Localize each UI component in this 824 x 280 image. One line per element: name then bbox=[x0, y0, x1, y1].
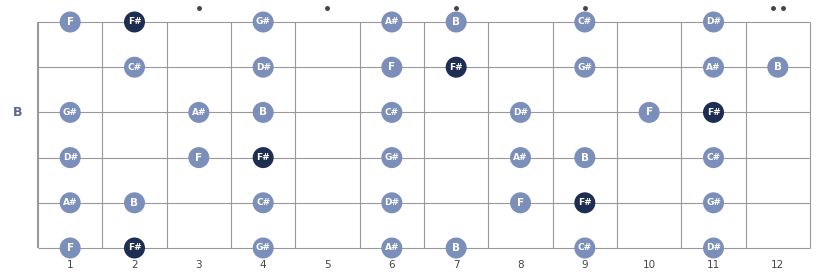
Circle shape bbox=[446, 11, 466, 32]
Text: 3: 3 bbox=[195, 260, 202, 270]
Circle shape bbox=[124, 237, 145, 258]
Text: G#: G# bbox=[384, 153, 400, 162]
Circle shape bbox=[59, 11, 81, 32]
Circle shape bbox=[639, 102, 660, 123]
Circle shape bbox=[124, 57, 145, 78]
Circle shape bbox=[510, 147, 531, 168]
Text: A#: A# bbox=[192, 108, 206, 117]
Text: D#: D# bbox=[706, 17, 721, 27]
Circle shape bbox=[574, 57, 595, 78]
Circle shape bbox=[510, 102, 531, 123]
Text: F: F bbox=[517, 198, 524, 208]
Circle shape bbox=[253, 102, 274, 123]
Text: 7: 7 bbox=[453, 260, 460, 270]
Text: D#: D# bbox=[255, 63, 270, 72]
Circle shape bbox=[703, 57, 724, 78]
Text: F#: F# bbox=[256, 153, 270, 162]
Text: 11: 11 bbox=[707, 260, 720, 270]
Text: G#: G# bbox=[578, 63, 592, 72]
Text: D#: D# bbox=[706, 244, 721, 253]
Circle shape bbox=[382, 147, 402, 168]
Circle shape bbox=[446, 237, 466, 258]
Text: F: F bbox=[388, 62, 396, 72]
Circle shape bbox=[574, 192, 595, 213]
Text: C#: C# bbox=[256, 198, 270, 207]
Text: F#: F# bbox=[707, 108, 720, 117]
Text: D#: D# bbox=[384, 198, 400, 207]
Text: B: B bbox=[260, 108, 267, 117]
Text: A#: A# bbox=[385, 17, 399, 27]
Text: 10: 10 bbox=[643, 260, 656, 270]
Circle shape bbox=[59, 192, 81, 213]
Text: D#: D# bbox=[513, 108, 528, 117]
Text: B: B bbox=[452, 17, 460, 27]
Circle shape bbox=[446, 57, 466, 78]
Text: 6: 6 bbox=[389, 260, 396, 270]
Circle shape bbox=[189, 102, 209, 123]
Circle shape bbox=[382, 11, 402, 32]
Text: C#: C# bbox=[578, 17, 592, 27]
Text: C#: C# bbox=[385, 108, 399, 117]
Circle shape bbox=[124, 11, 145, 32]
Circle shape bbox=[703, 11, 724, 32]
Text: F#: F# bbox=[578, 198, 592, 207]
Circle shape bbox=[382, 57, 402, 78]
Circle shape bbox=[253, 57, 274, 78]
Text: F: F bbox=[67, 243, 73, 253]
Text: A#: A# bbox=[513, 153, 527, 162]
Circle shape bbox=[382, 192, 402, 213]
Text: G#: G# bbox=[706, 198, 721, 207]
Text: F: F bbox=[646, 108, 653, 117]
Text: 4: 4 bbox=[260, 260, 266, 270]
Text: 2: 2 bbox=[131, 260, 138, 270]
Text: B: B bbox=[130, 198, 138, 208]
Circle shape bbox=[574, 147, 595, 168]
Text: 5: 5 bbox=[324, 260, 330, 270]
Circle shape bbox=[59, 147, 81, 168]
Circle shape bbox=[253, 11, 274, 32]
Text: B: B bbox=[581, 153, 589, 163]
Text: F: F bbox=[67, 17, 73, 27]
Text: F#: F# bbox=[128, 17, 141, 27]
Text: 8: 8 bbox=[517, 260, 524, 270]
Circle shape bbox=[253, 147, 274, 168]
Text: C#: C# bbox=[706, 153, 720, 162]
Circle shape bbox=[703, 102, 724, 123]
Circle shape bbox=[124, 192, 145, 213]
Circle shape bbox=[382, 237, 402, 258]
Text: F: F bbox=[195, 153, 203, 163]
Text: G#: G# bbox=[63, 108, 77, 117]
Text: D#: D# bbox=[63, 153, 77, 162]
Circle shape bbox=[59, 102, 81, 123]
Text: F#: F# bbox=[449, 63, 463, 72]
Circle shape bbox=[382, 102, 402, 123]
Circle shape bbox=[703, 192, 724, 213]
Text: A#: A# bbox=[706, 63, 721, 72]
Circle shape bbox=[189, 147, 209, 168]
Text: 1: 1 bbox=[67, 260, 73, 270]
Text: A#: A# bbox=[385, 244, 399, 253]
Circle shape bbox=[510, 192, 531, 213]
Circle shape bbox=[767, 57, 789, 78]
Text: 9: 9 bbox=[582, 260, 588, 270]
Circle shape bbox=[574, 237, 595, 258]
Circle shape bbox=[703, 237, 724, 258]
Circle shape bbox=[574, 11, 595, 32]
Text: F#: F# bbox=[128, 244, 141, 253]
Text: A#: A# bbox=[63, 198, 77, 207]
Text: G#: G# bbox=[255, 17, 270, 27]
Text: 12: 12 bbox=[771, 260, 784, 270]
Text: B: B bbox=[774, 62, 782, 72]
Text: C#: C# bbox=[128, 63, 142, 72]
Circle shape bbox=[253, 237, 274, 258]
Text: C#: C# bbox=[578, 244, 592, 253]
Circle shape bbox=[59, 237, 81, 258]
Circle shape bbox=[253, 192, 274, 213]
Text: G#: G# bbox=[255, 244, 270, 253]
Text: B: B bbox=[452, 243, 460, 253]
Circle shape bbox=[703, 147, 724, 168]
Text: B: B bbox=[13, 106, 23, 119]
